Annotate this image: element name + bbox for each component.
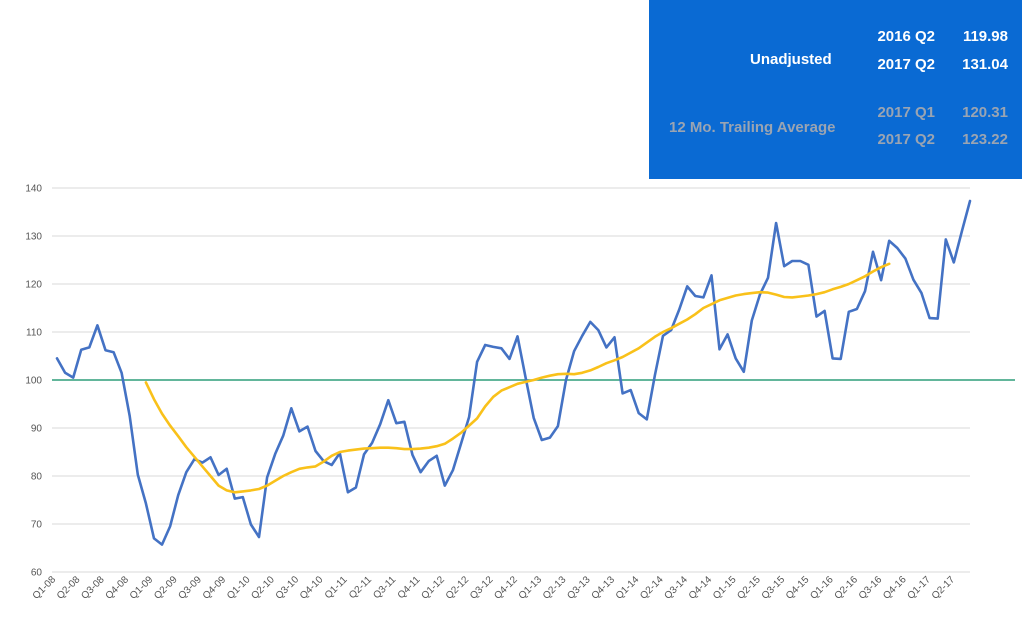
x-tick-label: Q2-16 bbox=[833, 574, 861, 602]
unadjusted-value-1: 119.98 bbox=[962, 28, 1008, 45]
x-tick-label: Q3-15 bbox=[760, 574, 788, 602]
y-tick-label: 70 bbox=[31, 520, 43, 531]
x-tick-label: Q3-08 bbox=[79, 574, 107, 602]
unadjusted-quarter-1: 2016 Q2 bbox=[877, 28, 935, 45]
x-tick-label: Q2-17 bbox=[930, 574, 958, 602]
x-tick-label: Q3-12 bbox=[468, 574, 496, 602]
trailing-average-label: 12 Mo. Trailing Average bbox=[669, 119, 836, 136]
x-tick-label: Q1-15 bbox=[711, 574, 739, 602]
x-tick-label: Q2-08 bbox=[55, 574, 83, 602]
x-tick-label: Q3-14 bbox=[662, 574, 690, 602]
x-tick-layer: Q1-08Q2-08Q3-08Q4-08Q1-09Q2-09Q3-09Q4-09… bbox=[31, 574, 958, 602]
x-tick-label: Q3-11 bbox=[371, 574, 398, 601]
x-tick-label: Q1-10 bbox=[225, 574, 253, 602]
x-tick-label: Q3-09 bbox=[176, 574, 204, 602]
trailing-quarter-2: 2017 Q2 bbox=[877, 131, 935, 148]
x-tick-label: Q4-11 bbox=[396, 574, 423, 601]
x-tick-label: Q4-12 bbox=[492, 574, 520, 602]
x-tick-label: Q1-13 bbox=[517, 574, 545, 602]
unadjusted-quarter-2: 2017 Q2 bbox=[877, 56, 935, 73]
x-tick-label: Q1-16 bbox=[808, 574, 836, 602]
x-tick-label: Q2-09 bbox=[152, 574, 180, 602]
y-tick-label: 100 bbox=[25, 376, 42, 387]
x-tick-label: Q1-11 bbox=[323, 574, 350, 601]
x-tick-label: Q1-12 bbox=[419, 574, 447, 602]
x-tick-label: Q3-16 bbox=[857, 574, 885, 602]
x-tick-label: Q2-11 bbox=[347, 574, 374, 601]
y-tick-label: 130 bbox=[25, 232, 42, 243]
y-tick-label: 140 bbox=[25, 184, 42, 195]
trailing-value-1: 120.31 bbox=[962, 104, 1008, 121]
x-tick-label: Q2-13 bbox=[541, 574, 569, 602]
x-tick-label: Q2-12 bbox=[444, 574, 472, 602]
x-tick-label: Q3-13 bbox=[565, 574, 593, 602]
x-tick-label: Q1-09 bbox=[128, 574, 156, 602]
y-tick-label: 60 bbox=[31, 568, 43, 579]
x-tick-label: Q2-10 bbox=[249, 574, 277, 602]
trailing-average-series-line bbox=[144, 262, 891, 494]
x-tick-label: Q4-10 bbox=[298, 574, 326, 602]
x-tick-label: Q4-14 bbox=[687, 574, 715, 602]
trailing-quarter-1: 2017 Q1 bbox=[877, 104, 935, 121]
x-tick-label: Q2-15 bbox=[735, 574, 763, 602]
x-tick-label: Q4-16 bbox=[881, 574, 909, 602]
x-tick-label: Q2-14 bbox=[638, 574, 666, 602]
y-tick-layer: 60 70 80 90 100 110 120 130 140 bbox=[25, 184, 42, 579]
unadjusted-value-2: 131.04 bbox=[962, 56, 1008, 73]
y-tick-label: 90 bbox=[31, 424, 43, 435]
series-layer bbox=[55, 199, 972, 546]
x-tick-label: Q4-13 bbox=[590, 574, 618, 602]
y-tick-label: 120 bbox=[25, 280, 42, 291]
trailing-value-2: 123.22 bbox=[962, 131, 1008, 148]
y-tick-label: 80 bbox=[31, 472, 43, 483]
summary-box: Unadjusted 2016 Q2 119.98 2017 Q2 131.04… bbox=[649, 0, 1022, 179]
x-tick-label: Q4-09 bbox=[201, 574, 229, 602]
x-tick-label: Q4-15 bbox=[784, 574, 812, 602]
x-tick-label: Q1-14 bbox=[614, 574, 642, 602]
x-tick-label: Q1-17 bbox=[905, 574, 933, 602]
x-tick-label: Q3-10 bbox=[274, 574, 302, 602]
unadjusted-label: Unadjusted bbox=[750, 51, 832, 68]
x-tick-label: Q4-08 bbox=[104, 574, 132, 602]
unadjusted-series-line bbox=[55, 199, 972, 546]
y-tick-label: 110 bbox=[26, 328, 42, 339]
